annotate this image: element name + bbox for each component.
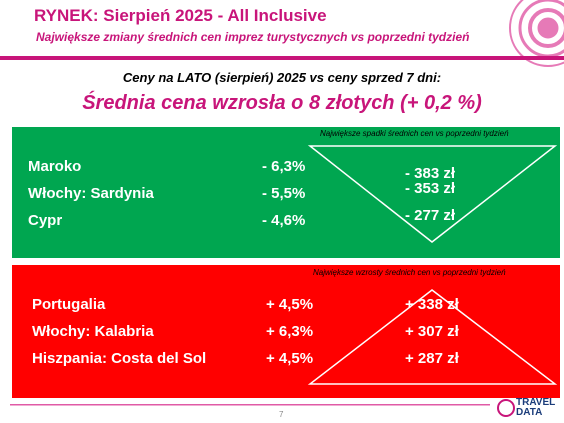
row-cell: + 287 zł (405, 350, 459, 367)
note: Największe wzrosty średnich cen vs poprz… (313, 268, 506, 277)
header-rule (0, 56, 564, 60)
red-box (12, 265, 560, 398)
row-cell: - 353 zł (405, 180, 456, 197)
footer-rule (10, 404, 490, 406)
row-cell: Cypr (28, 212, 63, 229)
row-cell: Hiszpania: Costa del Sol (32, 350, 207, 367)
headline: Średnia cena wzrosła o 8 złotych (+ 0,2 … (82, 92, 482, 114)
logo-text: TRAVEL (516, 397, 556, 408)
row-cell: - 383 zł (405, 165, 456, 182)
logo-text: DATA (516, 407, 543, 418)
page-number: 7 (279, 410, 284, 419)
row-cell: + 338 zł (405, 296, 459, 313)
logo: TRAVEL DATA (516, 398, 555, 418)
note: Największe spadki średnich cen vs poprze… (320, 129, 509, 138)
logo-mark (497, 399, 515, 417)
title: RYNEK: Sierpień 2025 - All Inclusive (34, 6, 327, 25)
row-cell: + 4,5% (266, 350, 314, 367)
row-cell: Portugalia (32, 296, 106, 313)
row-cell: Włochy: Kalabria (32, 323, 154, 340)
row-cell: - 277 zł (405, 207, 456, 224)
row-cell: Włochy: Sardynia (28, 185, 154, 202)
down-triangle (307, 145, 558, 243)
row-cell: Maroko (28, 158, 82, 175)
row-cell: + 307 zł (405, 323, 459, 340)
row-cell: - 4,6% (262, 212, 306, 229)
subtitle: Największe zmiany średnich cen imprez tu… (36, 30, 470, 44)
up-triangle (307, 289, 558, 385)
row-cell: - 5,5% (262, 185, 306, 202)
row-cell: + 4,5% (266, 296, 314, 313)
intro: Ceny na LATO (sierpień) 2025 vs ceny spr… (122, 70, 442, 85)
row-cell: - 6,3% (262, 158, 306, 175)
row-cell: + 6,3% (266, 323, 314, 340)
green-box (12, 127, 560, 258)
